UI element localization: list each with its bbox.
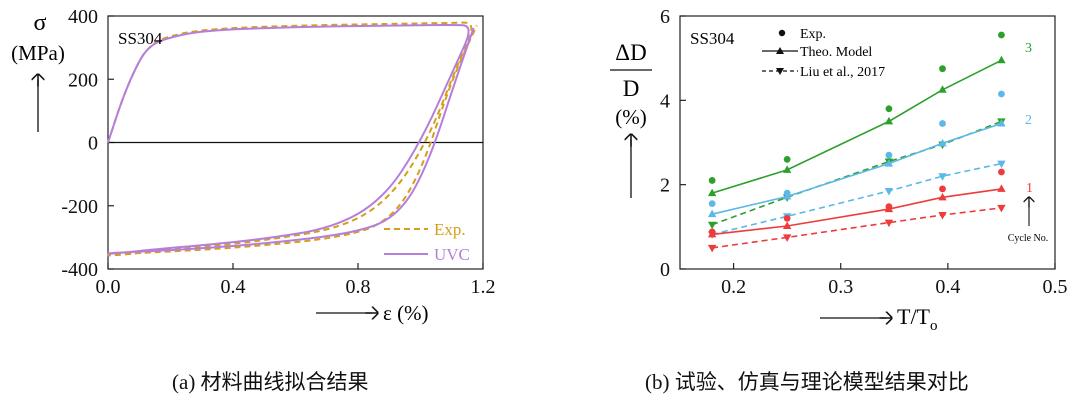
chart-b-exp-cycle-2-point (708, 200, 716, 208)
chart-a-series-uvc (107, 24, 475, 255)
chart-b-ylabel-unit: (%) (615, 105, 646, 129)
chart-b-exp-cycle-1-point (783, 215, 791, 222)
legend-b-liu-label: Liu et al., 2017 (800, 65, 885, 80)
chart-b: 0.2 0.3 0.4 0.5 0 2 4 6 SS304 ΔD D (%) T/To Ex… (610, 6, 1068, 334)
chart-b-series-group (707, 31, 1006, 253)
chart-b-exp-cycle-1-point (939, 185, 946, 193)
chart-b-liu-et-al-2017-cycle-1-point (884, 219, 894, 228)
chart-a-ylabel-symbol: σ (34, 10, 47, 36)
chart-a-y-ticks: 400 200 0 -200 -400 (61, 6, 114, 281)
chart-b-liu-et-al-2017-cycle-3-point (707, 221, 717, 230)
chart-b-x-ticks: 0.2 0.3 0.4 0.5 (721, 263, 1068, 298)
chart-b-theo-model-cycle-1-point (707, 229, 717, 238)
chart-a-series-group (107, 21, 478, 257)
chart-b-liu-et-al-2017-cycle-1-point (707, 244, 717, 253)
cycle-label-1: 1 (1026, 181, 1033, 196)
caption-b: (b) 试验、仿真与理论模型结果对比 (645, 370, 969, 394)
chart-b-xlabel: T/To (897, 304, 938, 334)
chart-a-x-tick-label: 0.0 (96, 276, 121, 298)
chart-a-x-ticks: 0.0 0.4 0.8 1.2 (96, 263, 496, 298)
chart-a-y-tick-label: -400 (61, 259, 98, 281)
chart-b-y-tick-label: 2 (660, 175, 670, 197)
cycle-label-3: 3 (1025, 41, 1032, 56)
chart-b-ylabel-denominator: D (623, 76, 640, 101)
chart-b-theo-model-cycle-2-point (884, 159, 894, 167)
chart-b-y-tick-label: 4 (660, 90, 670, 112)
chart-b-xlabel-sub: o (930, 318, 938, 334)
chart-b-exp-cycle-2-point (998, 90, 1005, 98)
chart-b-theo-model-cycle-3-point (938, 85, 947, 93)
chart-b-exp-cycle-1-point (998, 168, 1005, 176)
chart-a-y-tick-label: -200 (61, 196, 98, 218)
legend-b-exp-marker (778, 29, 786, 37)
chart-b-liu-et-al-2017-cycle-2-point (997, 160, 1006, 169)
chart-b-theo-model-cycle-1-point (782, 221, 792, 229)
chart-b-exp-cycle-2-point (939, 120, 946, 127)
chart-b-y-ticks: 0 2 4 6 (660, 6, 686, 281)
cycle-axis-label: Cycle No. (1008, 233, 1049, 244)
chart-a-y-tick-label: 400 (68, 6, 98, 28)
chart-b-theo-model-cycle-1-point (938, 192, 947, 201)
legend-b-theo-marker (776, 47, 784, 54)
chart-b-y-tick-label: 0 (660, 259, 670, 281)
chart-b-exp-cycle-3-point (939, 65, 946, 73)
legend-exp-label: Exp. (434, 220, 466, 239)
chart-b-theo-model-cycle-2-point (997, 119, 1006, 127)
chart-b-theo-model-cycle-3-point (782, 165, 792, 173)
chart-b-liu-et-al-2017-cycle-2-point (938, 173, 947, 181)
chart-b-panel-label: SS304 (690, 29, 735, 48)
chart-a-y-tick-label: 0 (88, 133, 98, 155)
chart-b-ylabel-numerator: ΔD (615, 40, 646, 65)
chart-b-theo-model-cycle-2-point (782, 191, 792, 200)
caption-a: (a) 材料曲线拟合结果 (172, 370, 369, 394)
chart-b-y-tick-label: 6 (660, 6, 670, 28)
chart-b-x-tick-label: 0.5 (1043, 276, 1068, 298)
chart-a-y-tick-label: 200 (68, 69, 98, 91)
chart-b-theo-model-cycle-2-point (707, 209, 717, 218)
chart-b-liu-et-al-2017-cycle-1-point (782, 234, 792, 242)
chart-b-liu-et-al-2017-cycle-1-point (997, 204, 1006, 213)
chart-b-theo-model-cycle-3-point (707, 188, 717, 197)
chart-b-theo-model-cycle-3-point (997, 55, 1006, 64)
chart-b-exp-cycle-3-point (885, 105, 893, 113)
chart-b-frame (679, 15, 1056, 270)
chart-a-x-tick-label: 1.2 (471, 276, 496, 298)
legend-b-exp-label: Exp. (800, 27, 826, 42)
chart-b-exp-cycle-3-point (998, 31, 1005, 39)
chart-b-x-tick-label: 0.2 (721, 276, 746, 298)
chart-a-x-tick-label: 0.4 (221, 276, 246, 298)
chart-b-exp-cycle-3-point (708, 177, 716, 184)
chart-a-legend: Exp. UVC (384, 220, 470, 264)
chart-b-theo-model-cycle-1-point (997, 184, 1006, 192)
chart-b-legend: Exp. Theo. Model Liu et al., 2017 (762, 27, 885, 80)
chart-b-x-tick-label: 0.4 (935, 276, 960, 298)
legend-b-liu-marker (776, 68, 784, 75)
chart-b-theo-model-cycle-1-line (712, 188, 1002, 236)
chart-a-xlabel: ε (%) (383, 301, 429, 325)
chart-b-x-tick-label: 0.3 (828, 276, 853, 298)
chart-a-panel-label: SS304 (118, 29, 163, 48)
chart-b-liu-et-al-2017-cycle-1-point (938, 212, 947, 220)
chart-a-series-exp (107, 21, 478, 257)
legend-b-theo-label: Theo. Model (800, 45, 872, 60)
chart-b-theo-model-cycle-3-point (884, 116, 894, 125)
chart-a-x-tick-label: 0.8 (346, 276, 371, 298)
chart-b-liu-et-al-2017-cycle-2-point (884, 187, 894, 196)
legend-uvc-label: UVC (434, 245, 470, 264)
cycle-label-2: 2 (1025, 113, 1032, 128)
chart-b-liu-et-al-2017-cycle-1-line (711, 207, 1002, 249)
chart-a: 0.0 0.4 0.8 1.2 400 200 0 -200 -400 SS304 σ (MP… (11, 6, 495, 325)
chart-b-exp-cycle-2-point (885, 151, 893, 159)
chart-b-xlabel-main: T/T (897, 304, 931, 329)
chart-b-theo-model-cycle-1-point (884, 204, 894, 213)
chart-b-theo-model-cycle-2-point (938, 138, 947, 147)
chart-a-ylabel-unit: (MPa) (11, 41, 65, 65)
chart-b-exp-cycle-3-point (783, 155, 791, 163)
